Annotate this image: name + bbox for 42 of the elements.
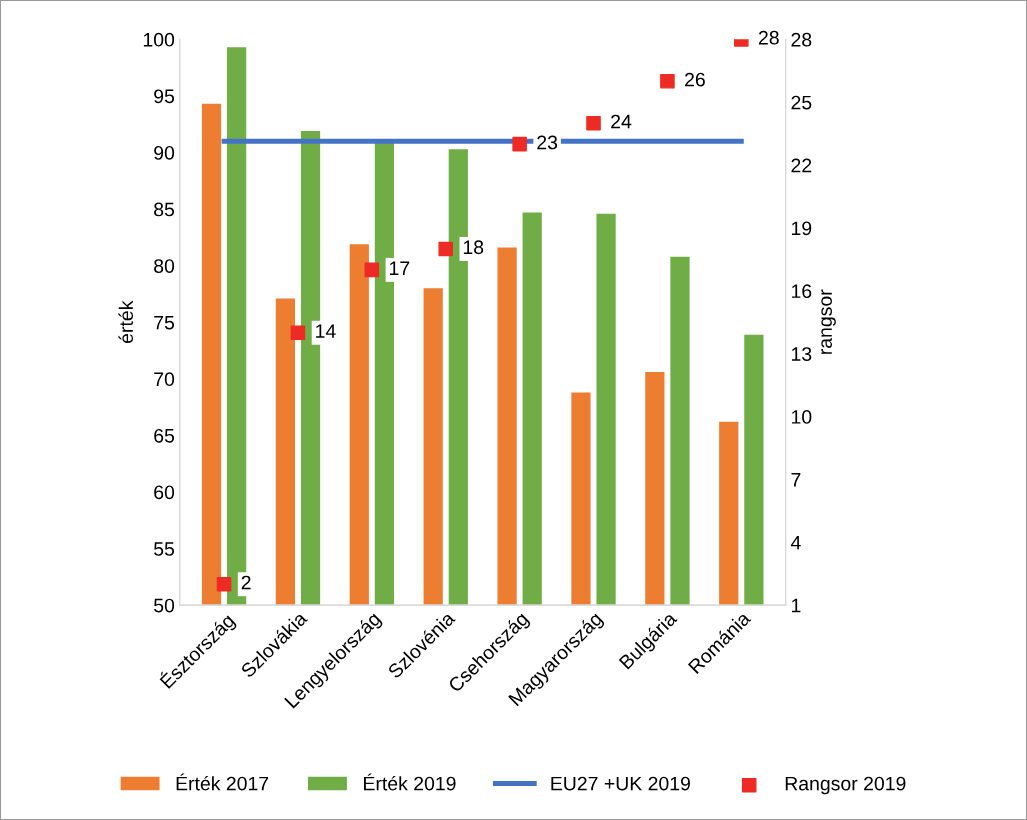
- y-tick-label: 80: [154, 259, 175, 273]
- y-tick-label: 70: [154, 372, 175, 387]
- point: [438, 241, 454, 257]
- y-tick-label: 75: [154, 315, 175, 330]
- legend-label: Érték 2017: [176, 773, 269, 791]
- y2-tick-label: 1: [792, 598, 801, 613]
- y-tick-label: 100: [143, 32, 175, 47]
- y-tick-label: 85: [154, 202, 175, 217]
- y-tick-label: 50: [154, 598, 175, 613]
- point: [216, 576, 232, 592]
- point: [290, 325, 306, 341]
- point: [512, 136, 527, 152]
- data-label: 2: [241, 575, 251, 590]
- y-tick-label: 65: [154, 428, 175, 443]
- y2-tick-label: 13: [792, 347, 812, 361]
- data-label: 24: [611, 114, 632, 129]
- data-label: 14: [316, 324, 336, 338]
- y-tick-label: 60: [154, 485, 175, 500]
- y2-tick-label: 4: [790, 535, 801, 550]
- y2-tick-label: 25: [791, 95, 812, 110]
- y2-tick-label: 16: [792, 284, 812, 299]
- data-label: 18: [463, 240, 484, 255]
- y-axis-title: érték: [118, 300, 134, 344]
- legend-label: Rangsor 2019: [785, 776, 906, 795]
- y2-tick-label: 7: [791, 473, 801, 487]
- point: [660, 73, 675, 89]
- data-label: 28: [758, 30, 779, 45]
- data-label: 17: [390, 261, 410, 275]
- data-label: 23: [537, 135, 558, 150]
- point: [586, 115, 601, 131]
- y2-tick-label: 10: [792, 410, 812, 424]
- y2-tick-label: 28: [791, 32, 812, 47]
- y2-tick-label: 22: [791, 158, 812, 173]
- y-tick-label: 90: [154, 145, 175, 160]
- y2-axis-title: rangsor: [821, 289, 836, 354]
- data-label: 26: [685, 72, 705, 87]
- legend-label: Érték 2019: [364, 773, 456, 791]
- y-tick-label: 95: [154, 89, 175, 104]
- y2-tick-label: 19: [792, 221, 812, 236]
- y-tick-label: 55: [154, 542, 175, 556]
- point: [364, 262, 380, 278]
- legend-label: EU27 +UK 2019: [551, 776, 690, 791]
